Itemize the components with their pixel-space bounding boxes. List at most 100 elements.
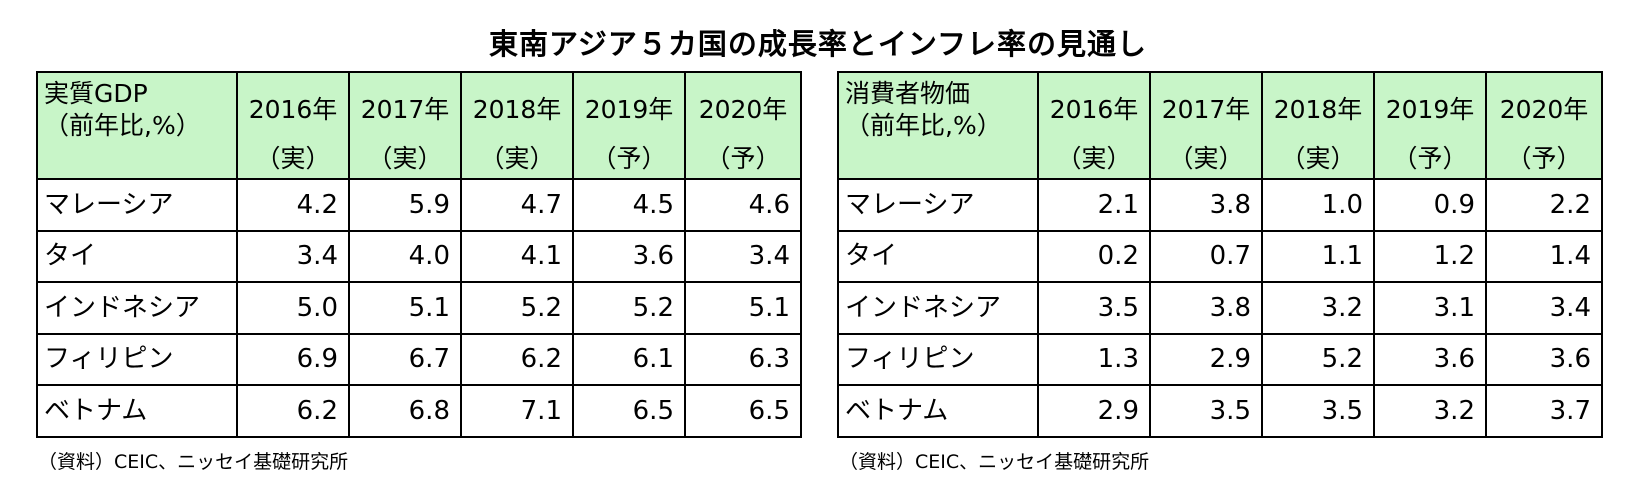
value-cell: 6.1 [572,332,686,386]
value-cell: 1.1 [1261,229,1375,283]
value-cell: 2.1 [1037,178,1151,232]
value-cell: 3.6 [1373,332,1487,386]
table-row: マレーシア 2.1 3.8 1.0 0.9 2.2 [837,178,1603,232]
cpi-source-note: （資料）CEIC、ニッセイ基礎研究所 [839,451,1150,473]
value-cell: 6.9 [236,332,350,386]
value-cell: 5.9 [348,178,462,232]
value-cell: 6.7 [348,332,462,386]
table-row: タイ 3.4 4.0 4.1 3.6 3.4 [36,229,802,283]
year-label: 2020年 [698,95,788,124]
country-cell: マレーシア [36,178,238,232]
value-cell: 3.4 [236,229,350,283]
table-row: インドネシア 3.5 3.8 3.2 3.1 3.4 [837,281,1603,335]
year-kind-label: （予） [1506,144,1582,173]
cpi-header-line2: （前年比,%） [845,111,1002,140]
value-cell: 6.2 [236,384,350,438]
value-cell: 2.9 [1149,332,1263,386]
value-cell: 3.2 [1373,384,1487,438]
value-cell: 5.2 [572,281,686,335]
value-cell: 1.2 [1373,229,1487,283]
value-cell: 5.2 [1261,332,1375,386]
value-cell: 2.9 [1037,384,1151,438]
value-cell: 3.8 [1149,178,1263,232]
year-label: 2018年 [1273,95,1363,124]
value-cell: 0.7 [1149,229,1263,283]
year-label: 2016年 [248,95,338,124]
gdp-table: 実質GDP （前年比,%） 2016年 （実） 2017年 （実） 2018年 （実） 20… [36,71,802,438]
gdp-header-line2: （前年比,%） [44,111,201,140]
country-cell: フィリピン [36,332,238,386]
year-header-cell: 2016年 （実） [236,71,350,180]
value-cell: 0.9 [1373,178,1487,232]
year-label: 2020年 [1499,95,1589,124]
year-header-cell: 2020年 （予） [1485,71,1603,180]
value-cell: 4.0 [348,229,462,283]
year-label: 2017年 [1161,95,1251,124]
country-cell: フィリピン [837,332,1039,386]
year-label: 2018年 [472,95,562,124]
value-cell: 6.3 [684,332,802,386]
value-cell: 4.6 [684,178,802,232]
year-kind-label: （実） [255,144,331,173]
value-cell: 4.7 [460,178,574,232]
year-header-cell: 2019年 （予） [1373,71,1487,180]
year-kind-label: （実） [1280,144,1356,173]
country-cell: ベトナム [36,384,238,438]
value-cell: 3.5 [1261,384,1375,438]
value-cell: 3.7 [1485,384,1603,438]
table-row: タイ 0.2 0.7 1.1 1.2 1.4 [837,229,1603,283]
value-cell: 5.1 [684,281,802,335]
year-header-cell: 2017年 （実） [348,71,462,180]
value-cell: 4.1 [460,229,574,283]
country-cell: インドネシア [837,281,1039,335]
value-cell: 3.4 [684,229,802,283]
year-header-cell: 2017年 （実） [1149,71,1263,180]
value-cell: 6.8 [348,384,462,438]
year-kind-label: （予） [705,144,781,173]
country-cell: タイ [837,229,1039,283]
cpi-header-label: 消費者物価 （前年比,%） [837,71,1039,180]
value-cell: 3.6 [1485,332,1603,386]
gdp-header-label: 実質GDP （前年比,%） [36,71,238,180]
year-label: 2016年 [1049,95,1139,124]
value-cell: 3.1 [1373,281,1487,335]
value-cell: 1.0 [1261,178,1375,232]
year-kind-label: （実） [1168,144,1244,173]
value-cell: 3.2 [1261,281,1375,335]
value-cell: 5.2 [460,281,574,335]
value-cell: 3.6 [572,229,686,283]
value-cell: 3.5 [1149,384,1263,438]
value-cell: 6.5 [572,384,686,438]
year-kind-label: （実） [367,144,443,173]
value-cell: 7.1 [460,384,574,438]
value-cell: 6.5 [684,384,802,438]
table-row: インドネシア 5.0 5.1 5.2 5.2 5.1 [36,281,802,335]
year-kind-label: （実） [1056,144,1132,173]
value-cell: 5.1 [348,281,462,335]
year-kind-label: （予） [591,144,667,173]
year-header-cell: 2020年 （予） [684,71,802,180]
year-label: 2019年 [1385,95,1475,124]
value-cell: 2.2 [1485,178,1603,232]
country-cell: ベトナム [837,384,1039,438]
cpi-table: 消費者物価 （前年比,%） 2016年 （実） 2017年 （実） 2018年 （実） 20… [837,71,1603,438]
gdp-header-line1: 実質GDP [44,79,148,108]
country-cell: マレーシア [837,178,1039,232]
year-header-cell: 2018年 （実） [460,71,574,180]
table-header-row: 消費者物価 （前年比,%） 2016年 （実） 2017年 （実） 2018年 （実） 20… [837,71,1603,180]
year-kind-label: （予） [1392,144,1468,173]
table-row: ベトナム 2.9 3.5 3.5 3.2 3.7 [837,384,1603,438]
gdp-source-note: （資料）CEIC、ニッセイ基礎研究所 [38,451,349,473]
year-header-cell: 2019年 （予） [572,71,686,180]
table-row: マレーシア 4.2 5.9 4.7 4.5 4.6 [36,178,802,232]
value-cell: 4.5 [572,178,686,232]
year-label: 2019年 [584,95,674,124]
table-row: フィリピン 6.9 6.7 6.2 6.1 6.3 [36,332,802,386]
table-row: フィリピン 1.3 2.9 5.2 3.6 3.6 [837,332,1603,386]
value-cell: 5.0 [236,281,350,335]
year-header-cell: 2018年 （実） [1261,71,1375,180]
year-kind-label: （実） [479,144,555,173]
value-cell: 1.4 [1485,229,1603,283]
value-cell: 3.8 [1149,281,1263,335]
country-cell: タイ [36,229,238,283]
